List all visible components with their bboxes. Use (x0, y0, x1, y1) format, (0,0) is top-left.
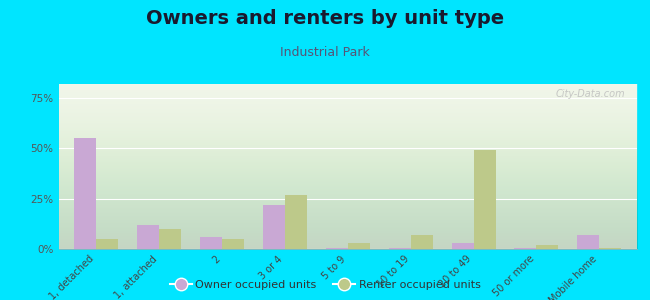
Bar (577, 235, 599, 249)
Bar (285, 195, 307, 249)
Bar (96, 239, 118, 249)
Bar (200, 237, 222, 249)
Bar (222, 239, 244, 249)
Bar (326, 248, 348, 249)
Bar (452, 243, 473, 249)
Bar (514, 248, 536, 249)
Bar (137, 225, 159, 249)
Text: Owners and renters by unit type: Owners and renters by unit type (146, 9, 504, 28)
Bar (389, 248, 411, 249)
Bar (159, 229, 181, 249)
Bar (74, 138, 96, 249)
Bar (348, 243, 370, 249)
Bar (536, 245, 558, 249)
Legend: Owner occupied units, Renter occupied units: Owner occupied units, Renter occupied un… (165, 276, 485, 294)
Bar (411, 235, 433, 249)
Bar (263, 205, 285, 249)
Bar (599, 248, 621, 249)
Bar (473, 150, 495, 249)
Text: City-Data.com: City-Data.com (556, 89, 625, 99)
Text: Industrial Park: Industrial Park (280, 46, 370, 59)
